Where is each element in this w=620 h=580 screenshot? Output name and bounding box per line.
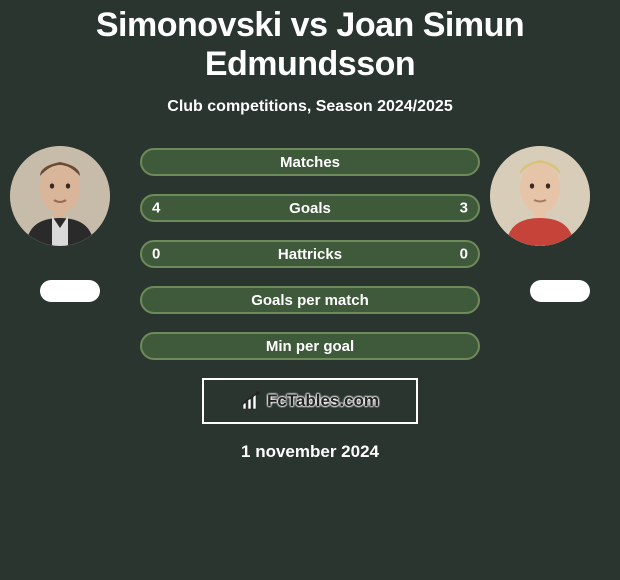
stat-row-matches: Matches bbox=[140, 148, 480, 176]
page-title: Simonovski vs Joan Simun Edmundsson bbox=[0, 0, 620, 84]
stat-right-value: 0 bbox=[460, 246, 468, 263]
player-left-avatar bbox=[10, 146, 110, 246]
stat-left-value: 4 bbox=[152, 200, 160, 217]
date-label: 1 november 2024 bbox=[0, 442, 620, 462]
logo-text: FcTables.com bbox=[267, 391, 379, 411]
stat-row-goals-per-match: Goals per match bbox=[140, 286, 480, 314]
chart-icon bbox=[241, 391, 263, 411]
stat-label: Goals per match bbox=[251, 292, 369, 309]
stat-label: Matches bbox=[280, 154, 340, 171]
player-right-avatar bbox=[490, 146, 590, 246]
stat-row-hattricks: 0 Hattricks 0 bbox=[140, 240, 480, 268]
logo-box: FcTables.com bbox=[202, 378, 418, 424]
stat-label: Min per goal bbox=[266, 338, 354, 355]
stat-row-min-per-goal: Min per goal bbox=[140, 332, 480, 360]
stat-rows: Matches 4 Goals 3 0 Hattricks 0 Goals pe… bbox=[140, 146, 480, 360]
stat-row-goals: 4 Goals 3 bbox=[140, 194, 480, 222]
subtitle: Club competitions, Season 2024/2025 bbox=[0, 98, 620, 116]
player-right-flag bbox=[530, 280, 590, 302]
stat-label: Goals bbox=[289, 200, 331, 217]
stat-right-value: 3 bbox=[460, 200, 468, 217]
comparison-stage: Matches 4 Goals 3 0 Hattricks 0 Goals pe… bbox=[0, 146, 620, 462]
stat-left-value: 0 bbox=[152, 246, 160, 263]
stat-label: Hattricks bbox=[278, 246, 342, 263]
player-left-flag bbox=[40, 280, 100, 302]
